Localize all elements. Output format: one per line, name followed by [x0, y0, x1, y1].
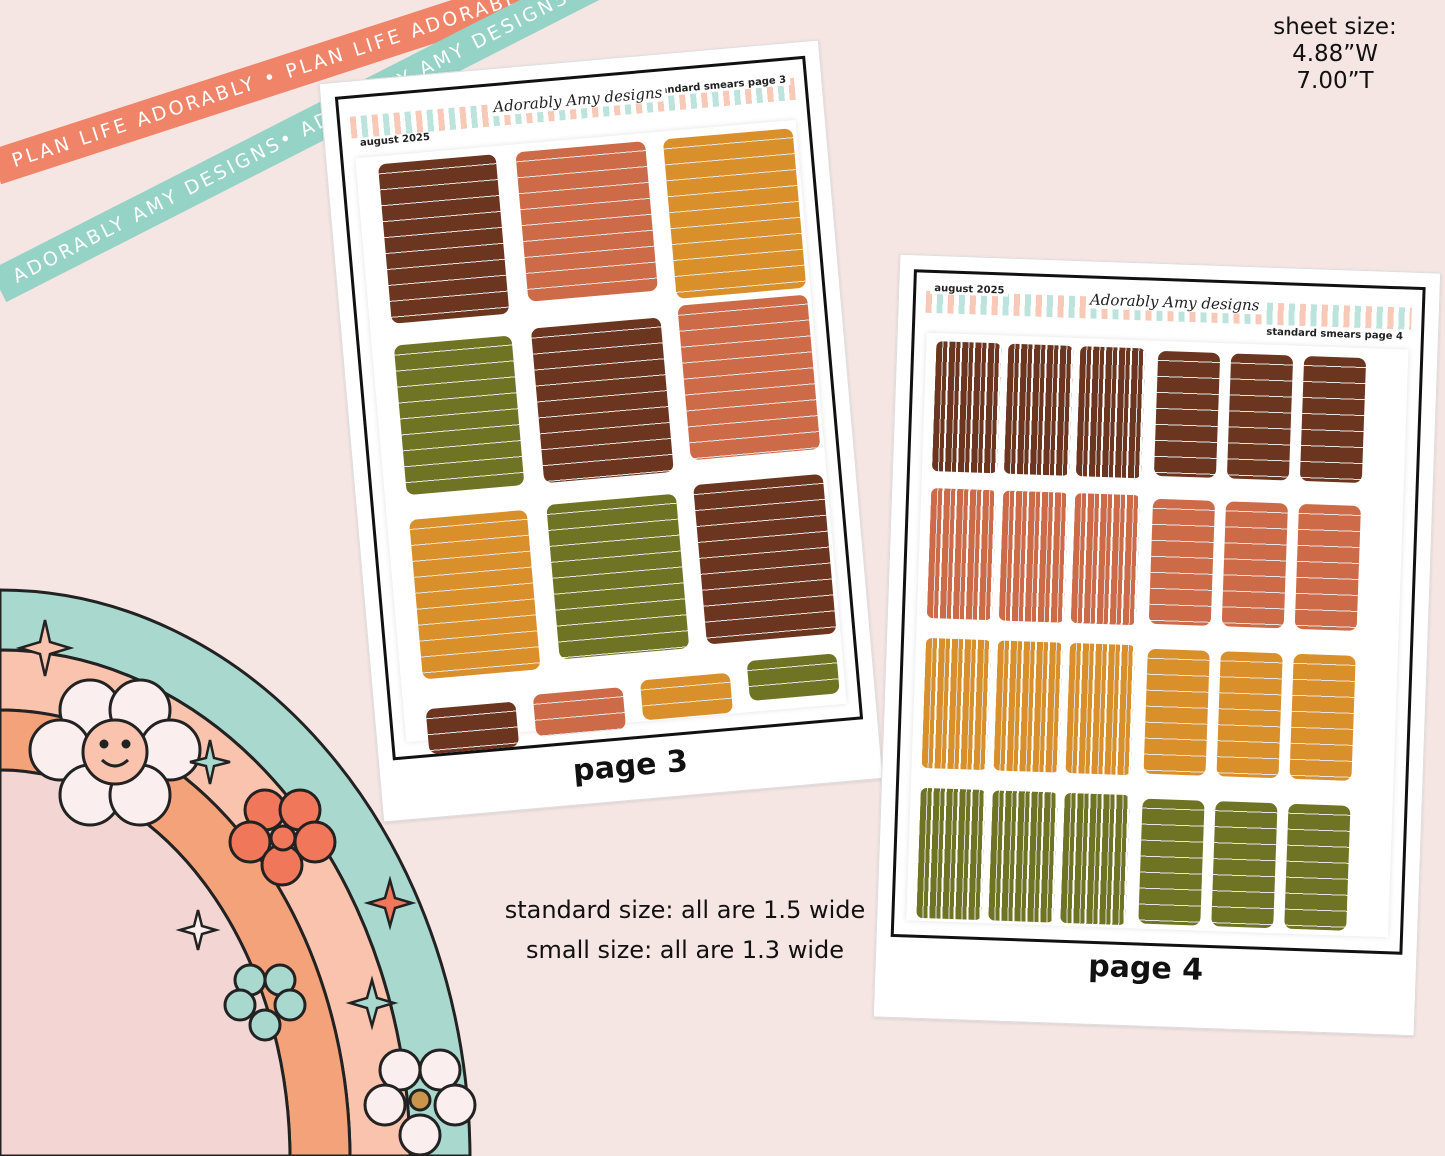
sparkle-icon: [345, 975, 399, 1031]
sticker-vertical-smear[interactable]: [1003, 343, 1074, 476]
sticker-smear[interactable]: [530, 317, 674, 484]
sticker-smear[interactable]: [1221, 501, 1289, 629]
sticker-vertical-smear[interactable]: [1075, 346, 1146, 479]
white-flower-icon: [363, 1048, 477, 1156]
sticker-smear[interactable]: [1143, 648, 1210, 776]
sticker-smear[interactable]: [1289, 653, 1356, 781]
sticker-vertical-smear[interactable]: [1065, 642, 1135, 776]
standard-size-note: standard size: all are 1.5 wide: [504, 896, 866, 924]
sticker-vertical-smear[interactable]: [931, 341, 1002, 474]
sheet-title: standard smears page 4: [1262, 326, 1408, 343]
sticker-smear[interactable]: [515, 141, 658, 302]
sticker-area: [906, 332, 1409, 938]
rainbow-decoration: [0, 588, 477, 1156]
sheet-size-width: 4.88”W: [1292, 41, 1378, 67]
sticker-smear[interactable]: [1211, 801, 1278, 929]
sticker-vertical-smear[interactable]: [921, 637, 992, 771]
sparkle-icon: [363, 875, 417, 931]
sticker-vertical-smear[interactable]: [1060, 792, 1130, 926]
orange-flower-icon: [228, 788, 337, 887]
sticker-smear[interactable]: [1148, 498, 1216, 626]
sticker-smear[interactable]: [1226, 353, 1294, 481]
sticker-smear[interactable]: [693, 473, 837, 645]
sticker-smear-small[interactable]: [746, 653, 840, 702]
sticker-smear[interactable]: [1138, 798, 1205, 926]
sheet-size-height: 7.00”T: [1296, 68, 1374, 94]
sparkle-icon: [175, 909, 221, 951]
sticker-smear[interactable]: [677, 294, 821, 461]
sticker-smear[interactable]: [1294, 503, 1361, 631]
sticker-vertical-smear[interactable]: [1070, 493, 1141, 626]
sticker-smear[interactable]: [662, 128, 807, 299]
sparkle-icon: [189, 739, 231, 785]
sticker-vertical-smear[interactable]: [916, 787, 986, 921]
sticker-smear-small[interactable]: [639, 672, 734, 721]
sheet-size-info: sheet size: 4.88”W 7.00”T: [1260, 14, 1410, 95]
sticker-sheet-page-4: august 2025 Adorably Amy designs standar…: [872, 253, 1442, 1037]
sticker-smear[interactable]: [393, 335, 525, 496]
sparkle-icon: [15, 619, 75, 677]
sticker-smear[interactable]: [1216, 651, 1283, 779]
sheet-size-label: sheet size:: [1273, 14, 1397, 40]
sticker-smear[interactable]: [1153, 350, 1221, 478]
sticker-vertical-smear[interactable]: [993, 640, 1064, 773]
sticker-vertical-smear[interactable]: [988, 790, 1058, 923]
smiley-flower-icon: [28, 678, 202, 827]
sticker-smear[interactable]: [546, 493, 690, 660]
sticker-smear[interactable]: [1284, 803, 1351, 931]
small-size-note: small size: all are 1.3 wide: [525, 936, 844, 964]
sticker-smear[interactable]: [377, 154, 510, 324]
size-note: standard size: all are 1.5 wide small si…: [495, 890, 875, 970]
sticker-vertical-smear[interactable]: [926, 488, 997, 621]
sticker-vertical-smear[interactable]: [998, 490, 1069, 623]
sheet-frame: august 2025 Adorably Amy designs standar…: [890, 269, 1426, 955]
sticker-smear[interactable]: [1299, 355, 1367, 484]
teal-flower-icon: [223, 963, 307, 1042]
sticker-smear-small[interactable]: [532, 687, 627, 737]
